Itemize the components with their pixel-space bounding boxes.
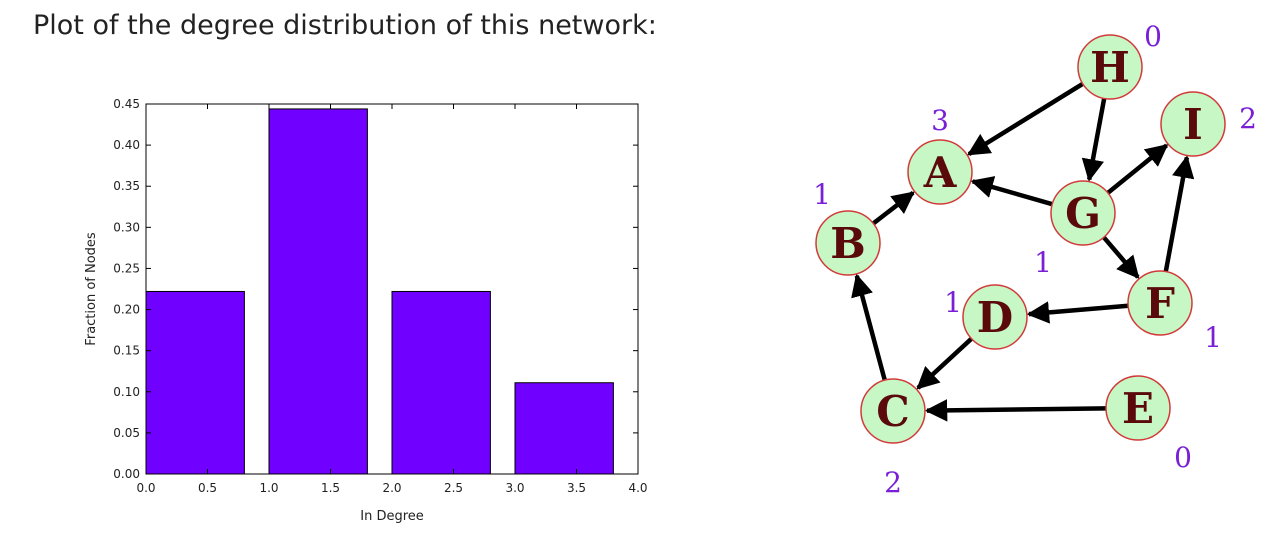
edge-F-I (1163, 155, 1195, 272)
node-label: E (1122, 384, 1154, 433)
degree-label-D: 1 (944, 286, 962, 319)
node-I: I (1160, 91, 1226, 157)
node-circle (962, 284, 1028, 350)
degree-label-A: 3 (931, 104, 949, 137)
y-axis-label: Fraction of Nodes (84, 232, 99, 346)
node-A: A (907, 139, 973, 205)
node-label: F (1145, 279, 1175, 328)
bar-3 (514, 382, 614, 475)
edge-H-G (1081, 98, 1107, 182)
y-ticks: 0.00 0.05 0.10 0.15 0.20 0.25 0.30 0.35 0.40 0.45 (113, 97, 638, 481)
node-circle (860, 378, 926, 444)
node-F: F (1127, 270, 1193, 336)
degree-label-B: 1 (813, 178, 831, 211)
node-H: H (1077, 34, 1143, 100)
x-tick-label: 2.5 (444, 481, 463, 495)
node-label: C (876, 387, 909, 436)
x-axis-label: In Degree (360, 509, 424, 524)
degree-label-E: 0 (1174, 441, 1192, 474)
y-tick-label: 0.25 (113, 261, 140, 275)
edge-C-B (851, 273, 887, 381)
bar-2 (391, 290, 491, 475)
edges-group (851, 81, 1195, 422)
node-circle (1105, 375, 1171, 441)
y-tick-label: 0.00 (113, 467, 140, 481)
node-E: E (1105, 375, 1171, 441)
y-tick-label: 0.30 (113, 220, 140, 234)
x-tick-label: 3.5 (567, 481, 586, 495)
degree-label-G: 1 (1034, 246, 1052, 279)
degree-label-F: 1 (1204, 321, 1222, 354)
node-label: D (977, 293, 1013, 342)
bar-0 (145, 290, 245, 475)
degree-distribution-chart: 0.0 0.5 1.0 1.5 2.0 2.5 3.0 3.5 4.0 0.00 0.05 0.10… (84, 97, 648, 524)
x-tick-label: 0.5 (198, 481, 217, 495)
y-tick-label: 0.20 (113, 303, 140, 317)
bar-1 (268, 108, 368, 475)
y-tick-label: 0.40 (113, 138, 140, 152)
y-tick-label: 0.10 (113, 385, 140, 399)
page-heading: Plot of the degree distribution of this … (33, 10, 657, 41)
node-circle (1077, 34, 1143, 100)
node-label: A (923, 148, 958, 197)
y-tick-label: 0.15 (113, 344, 140, 358)
node-label: H (1090, 43, 1130, 92)
degree-label-H: 0 (1144, 20, 1162, 53)
x-tick-label: 1.0 (259, 481, 278, 495)
edge-G-I (1106, 143, 1169, 195)
node-label: G (1065, 189, 1101, 238)
node-D: D (962, 284, 1028, 350)
x-ticks: 0.0 0.5 1.0 1.5 2.0 2.5 3.0 3.5 4.0 (136, 104, 648, 495)
y-tick-label: 0.45 (113, 97, 140, 111)
x-tick-label: 3.0 (505, 481, 524, 495)
x-tick-label: 4.0 (628, 481, 647, 495)
node-label: B (830, 219, 866, 268)
edge-G-F (1102, 235, 1140, 279)
edge-D-C (916, 337, 973, 390)
node-circle (907, 139, 973, 205)
edge-B-A (871, 190, 915, 226)
x-tick-label: 0.0 (136, 481, 155, 495)
edge-G-A (970, 176, 1053, 207)
degree-label-C: 2 (884, 466, 902, 499)
node-C: C (860, 378, 926, 444)
node-circle (1160, 91, 1226, 157)
x-tick-label: 2.0 (382, 481, 401, 495)
degree-label-I: 2 (1239, 102, 1257, 135)
node-circle (1050, 180, 1116, 246)
edge-F-D (1026, 301, 1129, 324)
y-tick-label: 0.35 (113, 179, 140, 193)
node-circle (1127, 270, 1193, 336)
node-B: B (815, 210, 881, 276)
edge-E-C (924, 399, 1107, 422)
node-G: G (1050, 180, 1116, 246)
node-label: I (1183, 100, 1203, 149)
node-circle (815, 210, 881, 276)
y-tick-label: 0.05 (113, 426, 140, 440)
bars-group (145, 108, 614, 475)
x-tick-label: 1.5 (321, 481, 340, 495)
edge-H-A (967, 81, 1084, 157)
